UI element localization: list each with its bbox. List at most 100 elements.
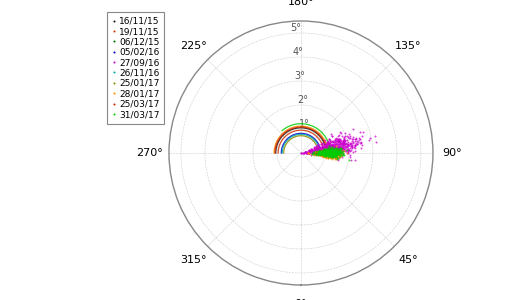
Point bbox=[313, 150, 321, 155]
Point bbox=[334, 149, 342, 154]
Point bbox=[310, 149, 319, 154]
Point bbox=[339, 148, 347, 152]
Point bbox=[316, 150, 324, 155]
Point bbox=[326, 145, 335, 150]
Point bbox=[323, 148, 332, 153]
Point bbox=[327, 148, 336, 153]
Point bbox=[318, 150, 326, 155]
Point bbox=[326, 152, 334, 156]
Point bbox=[309, 146, 318, 151]
Point bbox=[324, 152, 332, 156]
Point bbox=[317, 151, 326, 155]
Point bbox=[325, 150, 334, 155]
Point bbox=[316, 152, 324, 157]
Point bbox=[333, 140, 342, 145]
Point bbox=[317, 146, 325, 151]
Point bbox=[321, 151, 329, 156]
Point bbox=[321, 149, 329, 154]
Point bbox=[315, 151, 323, 155]
Point bbox=[315, 150, 324, 155]
Point bbox=[313, 150, 321, 154]
Point bbox=[324, 151, 332, 156]
Point bbox=[317, 148, 326, 153]
Point bbox=[344, 135, 353, 140]
Point bbox=[322, 148, 330, 153]
Point bbox=[326, 151, 335, 155]
Point bbox=[336, 144, 344, 149]
Point bbox=[329, 150, 338, 155]
Point bbox=[313, 149, 321, 154]
Point bbox=[321, 147, 329, 152]
Point bbox=[322, 150, 330, 155]
Point bbox=[321, 150, 329, 155]
Point bbox=[318, 152, 327, 157]
Point bbox=[308, 151, 316, 155]
Point bbox=[322, 151, 330, 156]
Point bbox=[320, 151, 329, 155]
Point bbox=[329, 144, 337, 149]
Point bbox=[308, 151, 317, 155]
Point bbox=[327, 142, 335, 147]
Point bbox=[328, 152, 337, 157]
Point bbox=[330, 152, 338, 156]
Point bbox=[332, 149, 340, 154]
Point bbox=[331, 148, 339, 152]
Point bbox=[322, 148, 331, 153]
Point bbox=[328, 152, 337, 157]
Point bbox=[333, 152, 342, 157]
Point bbox=[315, 149, 324, 154]
Point bbox=[322, 152, 331, 157]
Point bbox=[325, 154, 333, 159]
Point bbox=[335, 154, 344, 158]
Point bbox=[320, 152, 328, 157]
Point bbox=[304, 148, 313, 153]
Point bbox=[338, 146, 346, 150]
Point bbox=[318, 146, 326, 151]
Point bbox=[325, 152, 334, 157]
Point bbox=[324, 148, 333, 153]
Point bbox=[324, 149, 332, 154]
Point bbox=[328, 147, 336, 152]
Point bbox=[326, 151, 335, 156]
Point bbox=[322, 144, 330, 149]
Point bbox=[320, 142, 329, 147]
Point bbox=[324, 144, 333, 149]
Point bbox=[327, 148, 336, 153]
Point bbox=[322, 155, 331, 160]
Point bbox=[323, 145, 331, 150]
Point bbox=[318, 149, 327, 154]
Point bbox=[325, 152, 333, 157]
Point bbox=[315, 151, 323, 156]
Point bbox=[324, 148, 333, 153]
Point bbox=[308, 149, 316, 154]
Point bbox=[326, 153, 335, 158]
Point bbox=[331, 148, 340, 153]
Point bbox=[315, 148, 323, 153]
Point bbox=[326, 151, 334, 156]
Point bbox=[349, 127, 357, 132]
Point bbox=[327, 149, 336, 154]
Point bbox=[322, 150, 330, 155]
Point bbox=[320, 151, 328, 155]
Point bbox=[322, 151, 331, 155]
Point bbox=[326, 150, 334, 154]
Point bbox=[325, 152, 333, 156]
Point bbox=[326, 146, 335, 151]
Point bbox=[347, 141, 355, 146]
Point bbox=[313, 150, 321, 154]
Point bbox=[323, 151, 332, 155]
Point bbox=[327, 149, 335, 154]
Point bbox=[317, 152, 325, 156]
Point bbox=[331, 150, 340, 154]
Point bbox=[321, 147, 329, 152]
Point bbox=[331, 148, 340, 153]
Point bbox=[314, 150, 322, 155]
Point bbox=[326, 151, 334, 156]
Point bbox=[326, 152, 335, 156]
Point bbox=[319, 150, 328, 154]
Point bbox=[335, 151, 343, 156]
Point bbox=[314, 150, 323, 155]
Point bbox=[322, 148, 330, 153]
Point bbox=[317, 150, 326, 155]
Point bbox=[321, 148, 329, 153]
